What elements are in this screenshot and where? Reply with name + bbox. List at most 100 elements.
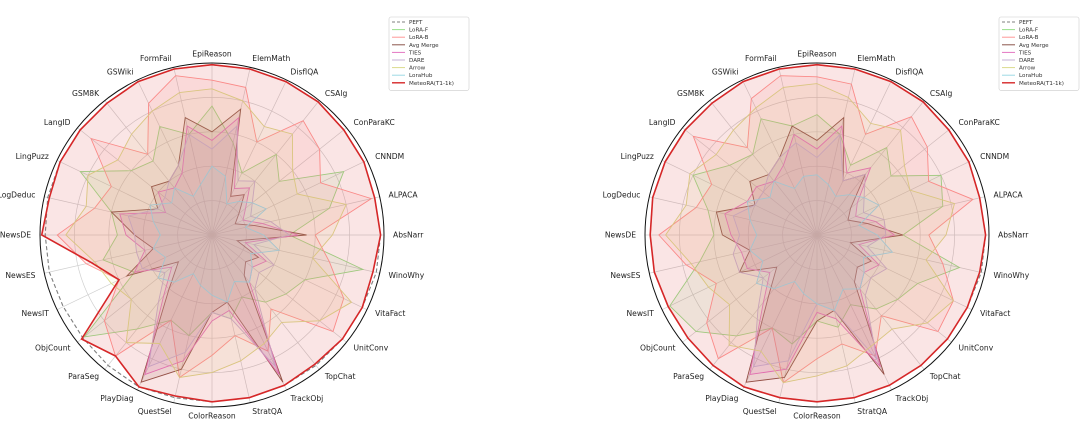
series-ties [119,116,299,376]
grid-spoke [211,234,347,343]
grid-spoke [661,160,818,236]
axis-label: AbsNarr [998,231,1029,240]
series-dare [127,124,291,368]
axis-label: LangID [649,118,676,127]
axis-label: GSM8K [72,89,100,98]
axis-label: CSAlg [930,89,953,98]
legend-entry: LoraHub [1019,73,1043,79]
series-group [40,63,382,403]
series-meteora-t1-1k [40,63,382,403]
grid-spoke [816,160,973,236]
series-lora-b [658,75,974,384]
legend-entry: Arrow [409,66,426,72]
series-meteora-t1-1k [649,63,987,403]
legend-entry: Avg Merge [1019,43,1049,49]
series-group [649,63,987,403]
grid-spoke [816,196,985,236]
axis-label: ParaSeg [673,372,704,381]
grid-spoke [778,67,818,236]
axis-label: ALPACA [994,190,1024,199]
series-ties [724,125,896,376]
axis-label: TrackObj [895,394,929,403]
series-lorahub [149,165,281,303]
axis-label: NewsES [610,271,640,280]
axis-label: ColorReason [793,412,841,421]
grid-spoke [44,234,213,274]
grid-spoke [816,234,925,370]
axis-label: ConParaKC [354,118,395,127]
axis-label: QuestSel [743,407,777,416]
axis-label: StratQA [857,407,888,416]
axis-label: AbsNarr [393,231,424,240]
axis-label: ObjCount [640,344,675,353]
legend-entry: PEFT [409,20,423,26]
grid-spoke [173,67,213,236]
grid-spoke [104,100,213,236]
legend-entry: TIES [1018,50,1032,56]
legend-entry: Avg Merge [409,43,439,49]
grid-spoke [137,79,213,236]
grid-spoke [211,234,287,391]
axis-label: NewsES [5,271,35,280]
axis-label: LangID [44,118,71,127]
axis-label: ParaSeg [68,372,99,381]
axis-label: WinoWhy [389,271,425,280]
legend-frame [998,16,1080,91]
axis-label: ConParaKC [959,118,1000,127]
axis-label: GSWiki [712,68,739,77]
axis-label: NewsDE [605,231,636,240]
legend-entry: TIES [408,50,422,56]
grid-spoke [77,127,213,236]
axis-label: FormFail [140,54,172,63]
axis-label: CNNDM [375,152,404,161]
axis-label: LingPuzz [621,152,654,161]
axis-label: ElemMath [857,54,895,63]
axis-label: StratQA [252,407,283,416]
grid-spoke [816,79,892,236]
axis-label: GSWiki [107,68,134,77]
grid-spoke [173,234,213,403]
axis-label: ALPACA [389,190,419,199]
axis-label: FormFail [745,54,777,63]
axis-label: CSAlg [325,89,348,98]
grid-spoke [211,100,320,236]
axis-label: DisflQA [291,68,320,77]
axis-label: EpiReason [192,50,232,59]
grid-spoke [137,234,213,391]
grid-spoke [816,234,892,391]
grid-spoke [211,67,251,236]
series-arrow [665,83,956,384]
axis-label: NewsIT [626,309,654,318]
outer-frame [644,62,990,408]
legend-frame [388,16,470,91]
legend-entry: MeteoRA(T1-1k) [1019,81,1064,87]
legend-entry: LoRA-B [409,35,429,41]
legend-entry: DARE [1019,58,1035,64]
grid-spoke [816,234,985,274]
axis-label: ColorReason [188,412,236,421]
grid-spoke [816,234,973,310]
grid-spoke [742,234,818,391]
axis-label: LogDeduc [603,190,641,199]
axis-label: DisflQA [896,68,925,77]
grid-spoke [816,127,952,236]
axis-label: LingPuzz [16,152,49,161]
axis-label: WinoWhy [994,271,1030,280]
grid-spoke [211,234,368,310]
legend-entry: MeteoRA(T1-1k) [409,81,454,87]
grid-spoke [56,160,213,236]
axis-label: EpiReason [797,50,837,59]
legend-entry: DARE [409,58,425,64]
series-arrow [65,88,353,378]
series-lorahub [746,174,894,312]
axis-label: PlayDiag [100,394,133,403]
axis-label: GSM8K [677,89,705,98]
axis-label: LogDeduc [0,190,36,199]
axis-label: UnitConv [959,344,994,353]
grid-spoke [211,79,287,236]
outer-frame [39,62,385,408]
